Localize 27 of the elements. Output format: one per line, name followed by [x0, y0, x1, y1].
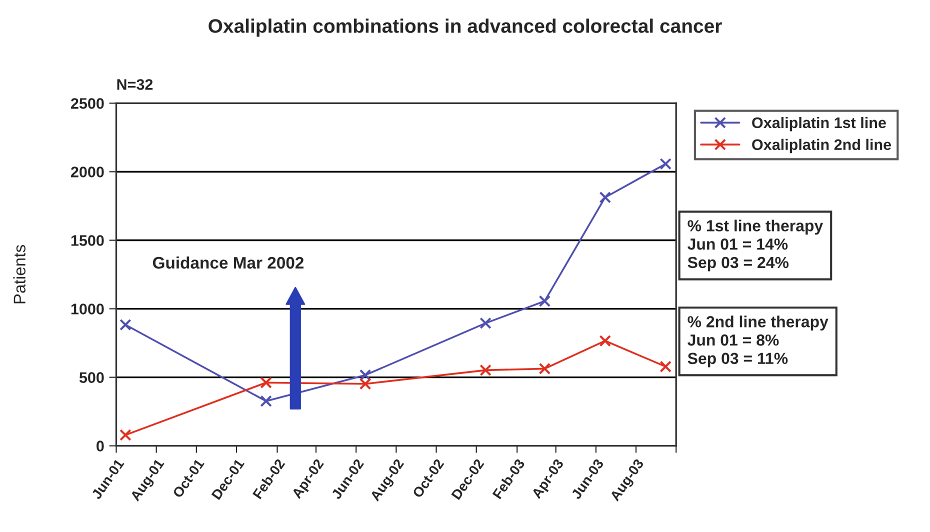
point — [480, 317, 492, 330]
point — [120, 318, 132, 331]
point — [359, 378, 372, 390]
y-tick-label: 1000 — [71, 304, 104, 314]
y-axis-title: Patients — [13, 245, 26, 304]
y-tick-label: 0 — [96, 440, 104, 452]
y-tick-label: 2000 — [70, 166, 104, 178]
y-tick-label: 2500 — [70, 98, 104, 109]
point — [480, 364, 492, 376]
point — [599, 334, 612, 347]
y-tick-label: 1500 — [71, 235, 104, 246]
point — [538, 295, 551, 308]
text: N=32 — [117, 79, 153, 90]
point — [120, 429, 132, 441]
point — [599, 191, 612, 204]
point — [260, 395, 272, 408]
point — [660, 360, 672, 373]
point — [660, 158, 672, 170]
point — [260, 376, 272, 389]
legend-label: Oxaliplatin 2nd line — [752, 138, 892, 154]
legend-label: Oxaliplatin 1st line — [752, 116, 886, 132]
text: % 2nd line therapy Jun 01 = 8% Sep 03 = 11% — [688, 316, 828, 368]
y-tick-label: 500 — [79, 372, 104, 383]
annotation: Guidance Mar 2002 — [152, 256, 304, 269]
text: % 1st line therapy Jun 01 = 14% Sep 03 = 24% — [688, 220, 824, 272]
chart-title: Oxaliplatin combinations in advanced colorectal cancer — [208, 18, 722, 37]
point — [538, 362, 551, 375]
